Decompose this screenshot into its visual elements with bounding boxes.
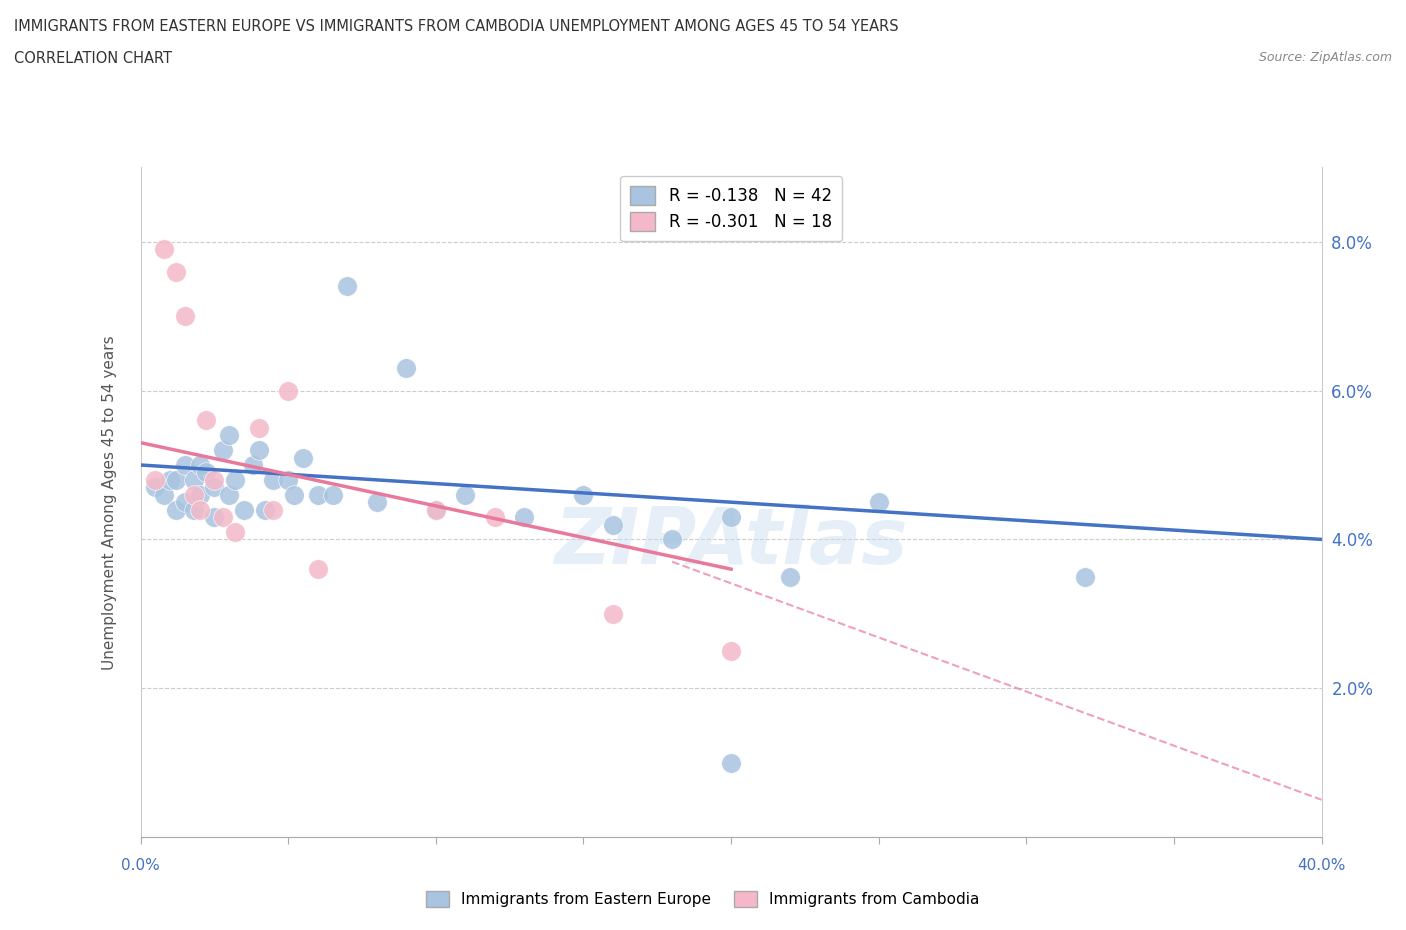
Point — [572, 487, 595, 502]
Text: 40.0%: 40.0% — [1298, 857, 1346, 872]
Point — [159, 472, 181, 487]
Point — [336, 279, 359, 294]
Point — [188, 502, 211, 517]
Point — [779, 569, 801, 584]
Point — [425, 502, 447, 517]
Point — [183, 487, 205, 502]
Point — [194, 413, 217, 428]
Point — [602, 606, 624, 621]
Point — [454, 487, 477, 502]
Text: IMMIGRANTS FROM EASTERN EUROPE VS IMMIGRANTS FROM CAMBODIA UNEMPLOYMENT AMONG AG: IMMIGRANTS FROM EASTERN EUROPE VS IMMIGR… — [14, 19, 898, 33]
Point — [720, 510, 742, 525]
Point — [425, 502, 447, 517]
Point — [174, 495, 197, 510]
Point — [283, 487, 305, 502]
Point — [247, 420, 270, 435]
Point — [242, 458, 264, 472]
Legend: R = -0.138   N = 42, R = -0.301   N = 18: R = -0.138 N = 42, R = -0.301 N = 18 — [620, 176, 842, 241]
Point — [145, 472, 166, 487]
Point — [202, 472, 225, 487]
Point — [224, 525, 246, 539]
Point — [233, 502, 256, 517]
Point — [165, 502, 187, 517]
Legend: Immigrants from Eastern Europe, Immigrants from Cambodia: Immigrants from Eastern Europe, Immigran… — [420, 884, 986, 913]
Point — [247, 443, 270, 458]
Point — [188, 458, 211, 472]
Point — [165, 472, 187, 487]
Point — [212, 510, 235, 525]
Text: CORRELATION CHART: CORRELATION CHART — [14, 51, 172, 66]
Y-axis label: Unemployment Among Ages 45 to 54 years: Unemployment Among Ages 45 to 54 years — [103, 335, 117, 670]
Point — [212, 443, 235, 458]
Text: 0.0%: 0.0% — [121, 857, 160, 872]
Point — [321, 487, 344, 502]
Point — [262, 472, 284, 487]
Point — [277, 472, 299, 487]
Point — [262, 502, 284, 517]
Point — [307, 562, 329, 577]
Point — [202, 510, 225, 525]
Point — [720, 644, 742, 658]
Point — [153, 242, 176, 257]
Point — [253, 502, 276, 517]
Point — [513, 510, 536, 525]
Point — [218, 428, 240, 443]
Point — [202, 480, 225, 495]
Point — [183, 472, 205, 487]
Point — [292, 450, 315, 465]
Point — [602, 517, 624, 532]
Point — [1074, 569, 1097, 584]
Point — [183, 502, 205, 517]
Text: ZIPAtlas: ZIPAtlas — [554, 504, 908, 580]
Point — [145, 480, 166, 495]
Point — [153, 487, 176, 502]
Point — [661, 532, 683, 547]
Point — [174, 309, 197, 324]
Text: Source: ZipAtlas.com: Source: ZipAtlas.com — [1258, 51, 1392, 64]
Point — [194, 465, 217, 480]
Point — [188, 487, 211, 502]
Point — [395, 361, 418, 376]
Point — [174, 458, 197, 472]
Point — [484, 510, 506, 525]
Point — [165, 264, 187, 279]
Point — [218, 487, 240, 502]
Point — [224, 472, 246, 487]
Point — [307, 487, 329, 502]
Point — [720, 755, 742, 770]
Point — [868, 495, 890, 510]
Point — [366, 495, 388, 510]
Point — [277, 383, 299, 398]
